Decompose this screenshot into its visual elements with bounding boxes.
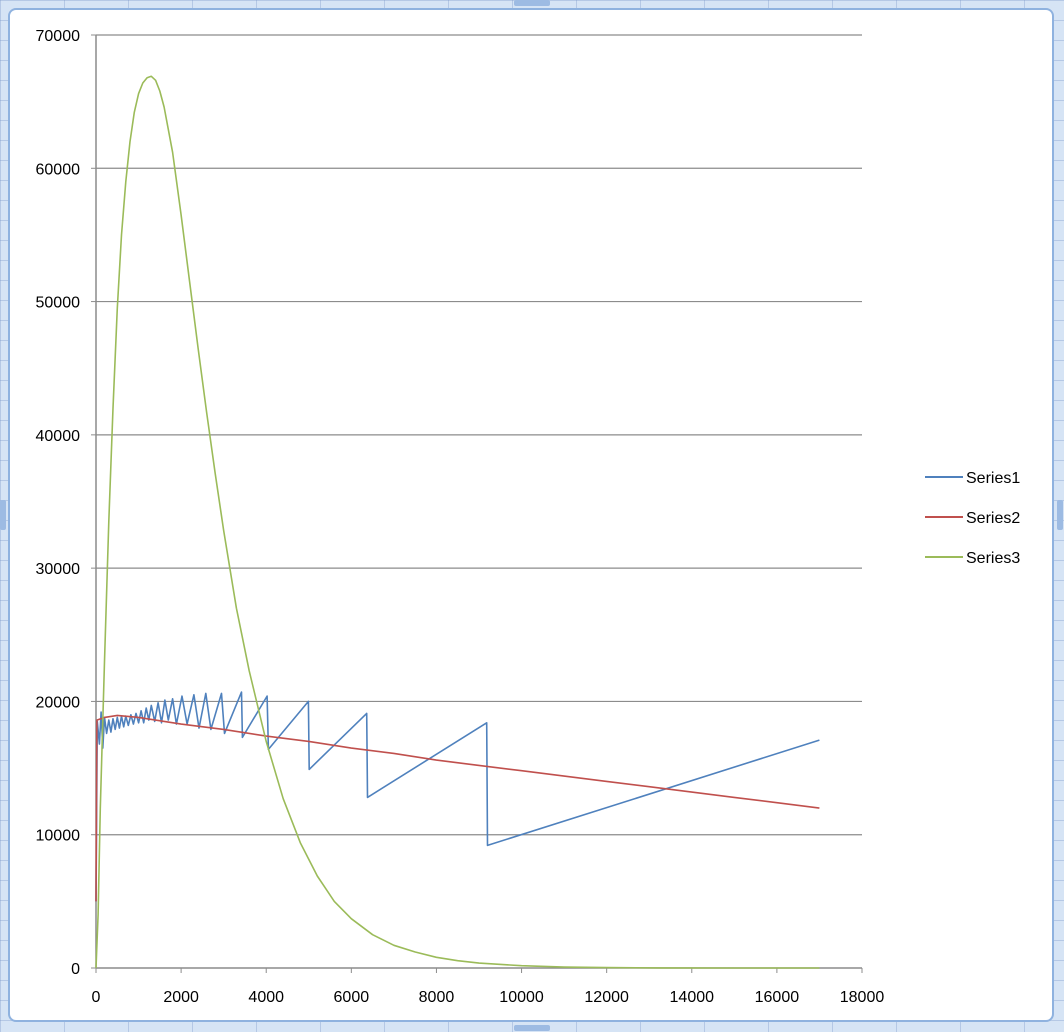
y-tick-label: 0 xyxy=(71,961,80,978)
x-tick-label: 8000 xyxy=(419,989,455,1006)
resize-handle-top[interactable] xyxy=(514,0,550,6)
series-line-2[interactable] xyxy=(95,714,820,902)
y-tick-label: 20000 xyxy=(36,694,81,711)
x-tick-label: 0 xyxy=(92,989,101,1006)
chart-area[interactable]: 0 10000 20000 30000 40000 50000 60000 70000 0 200… xyxy=(8,8,1054,1022)
series-line-3[interactable] xyxy=(95,75,820,969)
x-tick-label: 4000 xyxy=(248,989,284,1006)
y-tick-label: 10000 xyxy=(36,828,81,845)
x-tick-label: 10000 xyxy=(499,989,544,1006)
resize-handle-right[interactable] xyxy=(1057,500,1063,530)
resize-handle-bottom[interactable] xyxy=(514,1025,550,1031)
x-tick-label: 16000 xyxy=(755,989,800,1006)
legend-label: Series2 xyxy=(966,510,1020,527)
y-tick-label: 50000 xyxy=(36,295,81,312)
line-chart: 0 10000 20000 30000 40000 50000 60000 70000 0 200… xyxy=(36,28,1021,1006)
x-tick-label: 14000 xyxy=(670,989,715,1006)
legend-label: Series3 xyxy=(966,550,1020,567)
axes: 0 10000 20000 30000 40000 50000 60000 70000 0 200… xyxy=(36,28,885,1006)
resize-handle-left[interactable] xyxy=(0,500,6,530)
x-tick-label: 12000 xyxy=(584,989,629,1006)
y-tick-label: 70000 xyxy=(36,28,81,45)
gridlines xyxy=(96,34,862,836)
x-tick-label: 6000 xyxy=(334,989,370,1006)
series-line-1[interactable] xyxy=(95,691,820,902)
x-tick-label: 2000 xyxy=(163,989,199,1006)
y-tick-label: 30000 xyxy=(36,561,81,578)
y-tick-label: 40000 xyxy=(36,428,81,445)
legend[interactable]: Series1 Series2 Series3 xyxy=(925,470,1020,567)
plot-area[interactable] xyxy=(95,75,820,969)
y-tick-label: 60000 xyxy=(36,161,81,178)
x-tick-label: 18000 xyxy=(840,989,885,1006)
legend-label: Series1 xyxy=(966,470,1020,487)
